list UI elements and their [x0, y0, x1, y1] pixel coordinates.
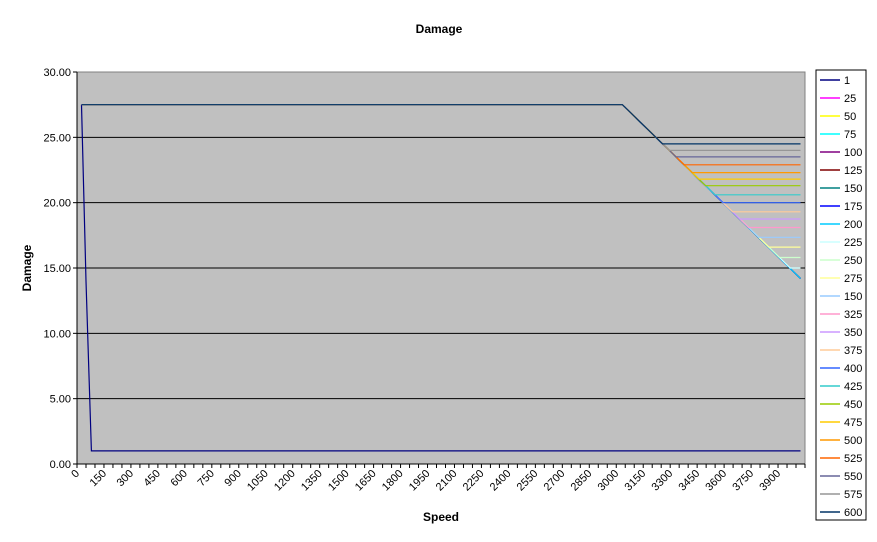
legend-item: 425: [820, 381, 862, 393]
x-tick-label: 1800: [380, 468, 406, 494]
legend-item: 375: [820, 345, 862, 357]
x-tick-label: 2550: [515, 468, 541, 494]
legend-item: 100: [820, 147, 862, 159]
y-axis: 0.00 5.00 10.00 15.00 20.00 25.00 30.00: [43, 67, 78, 471]
x-tick-label: 3000: [596, 468, 622, 494]
legend-label: 150: [844, 291, 862, 303]
x-tick-label: 0: [69, 468, 82, 481]
x-tick-label: 1950: [407, 468, 433, 494]
x-tick-label: 3150: [623, 468, 649, 494]
legend-item: 275: [820, 273, 862, 285]
legend-item: 175: [820, 201, 862, 213]
x-axis-label: Speed: [423, 510, 459, 524]
legend-label: 325: [844, 309, 862, 321]
x-tick-label: 750: [195, 468, 216, 489]
legend-item: 125: [820, 165, 862, 177]
y-tick-label: 25.00: [43, 132, 71, 144]
legend-item: 250: [820, 255, 862, 267]
legend-label: 250: [844, 255, 862, 267]
legend-item: 400: [820, 363, 862, 375]
x-tick-label: 1500: [326, 468, 352, 494]
x-axis: 0 150 300 450 600 750 900 1050 1200 1350 1500 1650 1…: [69, 463, 806, 494]
legend: 1255075100125150175200225250275150325350…: [815, 69, 867, 521]
legend-label: 550: [844, 471, 862, 483]
x-tick-label: 300: [115, 468, 136, 489]
legend-item: 325: [820, 309, 862, 321]
series-line-1: [80, 104, 801, 452]
x-tick-label: 600: [169, 468, 190, 489]
x-tick-label: 2700: [542, 468, 568, 494]
x-tick-label: 1200: [272, 468, 298, 494]
legend-label: 125: [844, 165, 862, 177]
x-tick-label: 3750: [730, 468, 756, 494]
x-tick-label: 3450: [676, 468, 702, 494]
x-tick-label: 1650: [353, 468, 379, 494]
y-axis-label: Damage: [20, 244, 34, 291]
legend-label: 50: [844, 111, 856, 123]
legend-label: 375: [844, 345, 862, 357]
legend-label: 150: [844, 183, 862, 195]
legend-item: 600: [820, 507, 862, 519]
x-tick-label: 2850: [569, 468, 595, 494]
y-tick-label: 0.00: [50, 459, 71, 471]
legend-item: 25: [820, 93, 856, 105]
legend-item: 475: [820, 417, 862, 429]
legend-label: 400: [844, 363, 862, 375]
legend-item: 150: [820, 183, 862, 195]
legend-item: 525: [820, 453, 862, 465]
legend-item: 575: [820, 489, 862, 501]
series-lines: [80, 104, 801, 452]
y-tick-label: 15.00: [43, 263, 71, 275]
legend-label: 500: [844, 435, 862, 447]
x-tick-label: 3600: [703, 468, 729, 494]
legend-label: 575: [844, 489, 862, 501]
legend-label: 75: [844, 129, 856, 141]
legend-item: 50: [820, 111, 856, 123]
legend-label: 600: [844, 507, 862, 519]
legend-label: 525: [844, 453, 862, 465]
legend-item: 450: [820, 399, 862, 411]
legend-label: 200: [844, 219, 862, 231]
legend-label: 450: [844, 399, 862, 411]
y-tick-label: 30.00: [43, 67, 71, 79]
legend-label: 475: [844, 417, 862, 429]
x-tick-label: 3900: [757, 468, 783, 494]
legend-item: 550: [820, 471, 862, 483]
legend-label: 275: [844, 273, 862, 285]
y-tick-label: 10.00: [43, 328, 71, 340]
x-tick-label: 150: [88, 468, 109, 489]
y-tick-label: 5.00: [50, 394, 71, 406]
legend-item: 1: [820, 75, 850, 87]
x-tick-label: 3300: [650, 468, 676, 494]
legend-label: 225: [844, 237, 862, 249]
x-tick-label: 1350: [299, 468, 325, 494]
legend-item: 350: [820, 327, 862, 339]
gridlines: [77, 136, 805, 400]
chart-title: Damage: [416, 22, 463, 36]
legend-item: 200: [820, 219, 862, 231]
legend-item: 150: [820, 291, 862, 303]
y-tick-label: 20.00: [43, 198, 71, 210]
legend-label: 175: [844, 201, 862, 213]
x-tick-label: 900: [222, 468, 243, 489]
x-tick-label: 2100: [434, 468, 460, 494]
legend-label: 350: [844, 327, 862, 339]
x-tick-label: 2400: [488, 468, 514, 494]
x-tick-label: 2250: [461, 468, 487, 494]
legend-item: 500: [820, 435, 862, 447]
legend-label: 100: [844, 147, 862, 159]
x-tick-label: 450: [142, 468, 163, 489]
legend-label: 25: [844, 93, 856, 105]
legend-item: 75: [820, 129, 856, 141]
series-line-600: [81, 104, 801, 145]
legend-label: 1: [844, 75, 850, 87]
legend-item: 225: [820, 237, 862, 249]
x-tick-label: 1050: [245, 468, 271, 494]
legend-label: 425: [844, 381, 862, 393]
